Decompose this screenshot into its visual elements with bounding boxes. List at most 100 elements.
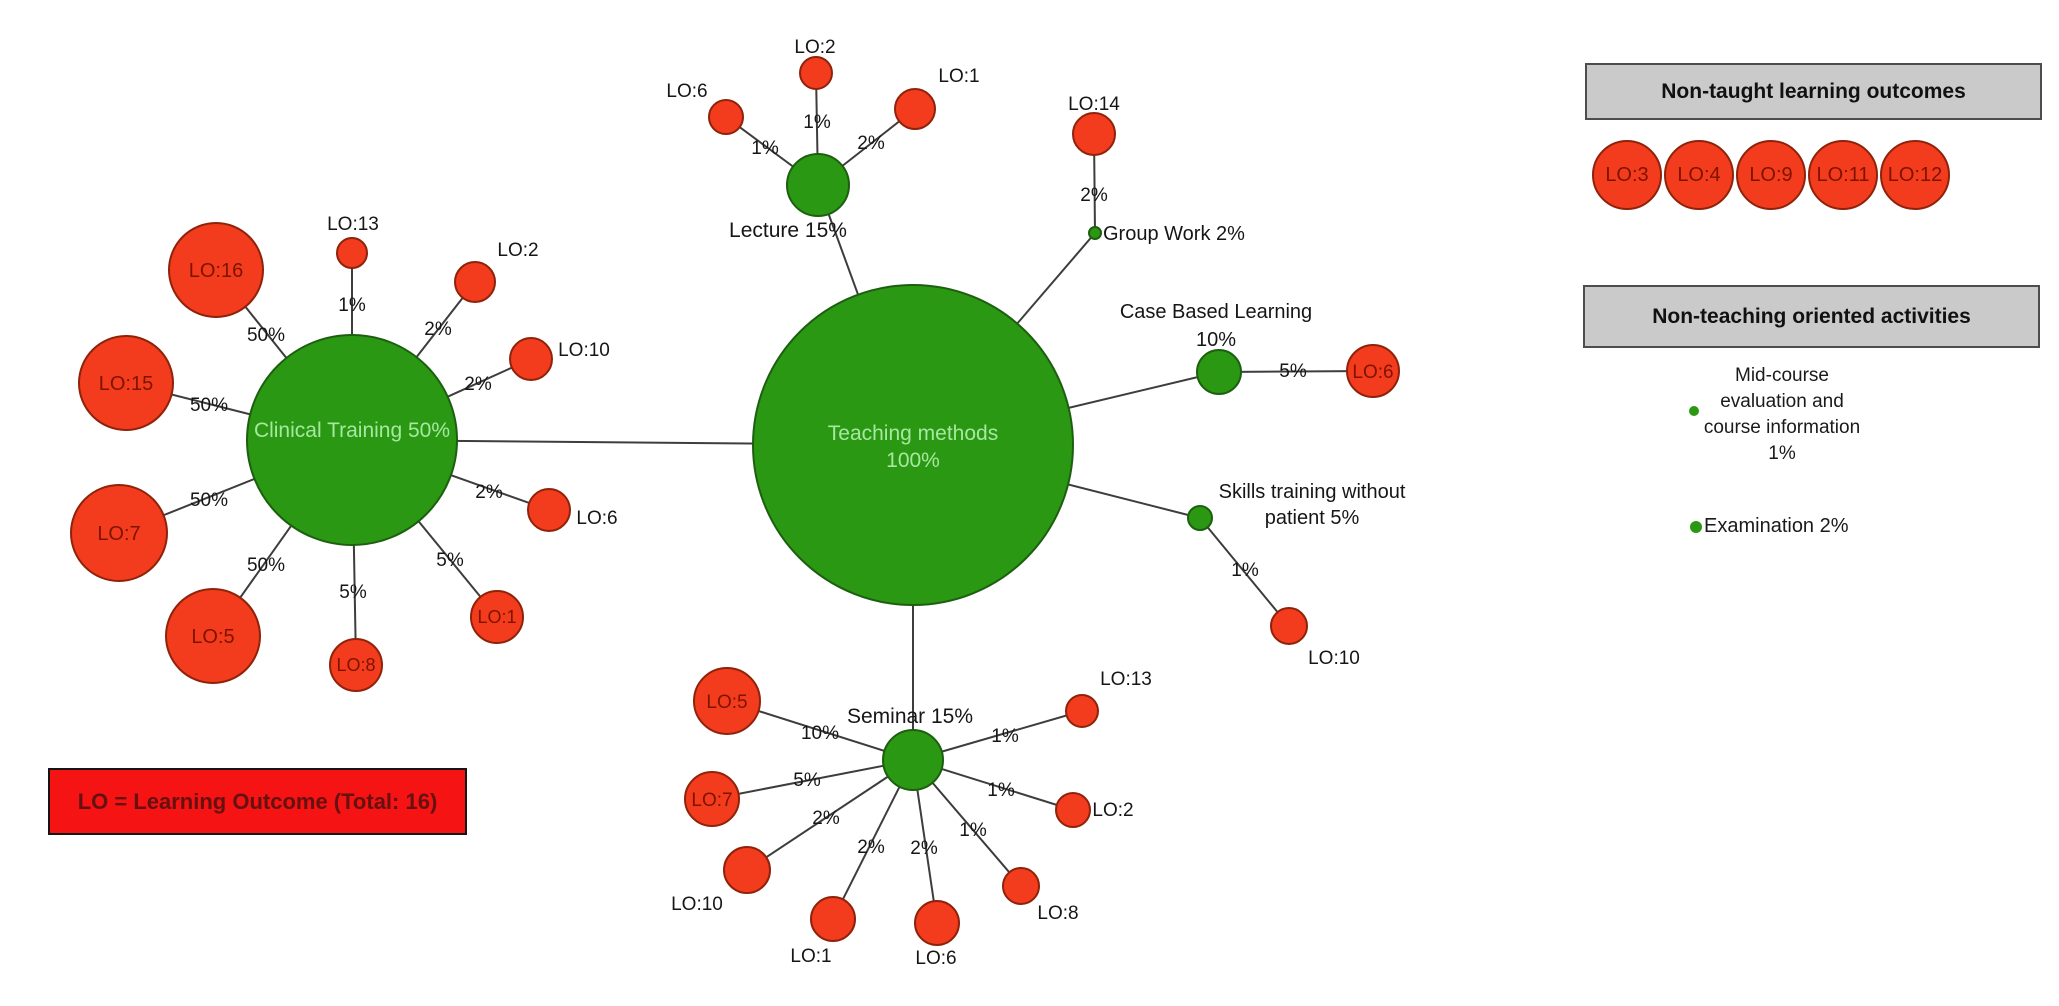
edge-label-seminar-sem-lo1: 2% — [857, 837, 885, 858]
node-gw-lo14-circle — [1072, 112, 1116, 156]
node-sem-lo6-label-line: LO:6 — [915, 948, 956, 969]
edge-label-skills-sk-lo10: 1% — [1231, 560, 1259, 581]
edge-seminar-sem-lo7 — [711, 759, 914, 800]
legend-lo-circle: LO:12 — [1880, 140, 1950, 210]
node-clinical-circle — [246, 334, 458, 546]
node-sem-lo7-circle — [684, 771, 740, 827]
edge-label-seminar-sem-lo7: 5% — [793, 770, 821, 791]
node-sem-lo6-label: LO:6 — [915, 948, 956, 969]
node-sem-lo13-circle — [1065, 694, 1099, 728]
edge-skills-sk-lo10 — [1199, 517, 1290, 627]
node-cl-lo5-circle — [165, 588, 261, 684]
node-cl-lo10-label: LO:10 — [558, 340, 610, 361]
legend-lo-circle: LO:11 — [1808, 140, 1878, 210]
node-cbl-label: Case Based Learning 10% — [1120, 301, 1312, 351]
mid-course-line-3: course information — [1703, 417, 1861, 438]
node-teaching-label-line: Teaching methods — [828, 422, 998, 445]
node-sem-lo10-label-line: LO:10 — [671, 894, 723, 915]
mid-course-line-2: evaluation and — [1720, 391, 1844, 412]
node-lecture-circle — [786, 153, 850, 217]
edge-label-clinical-cl-lo13: 1% — [338, 295, 366, 316]
node-skills-label: Skills training without patient 5% — [1219, 481, 1406, 529]
edge-label-seminar-sem-lo6: 2% — [910, 838, 938, 859]
node-sem-lo1-label-line: LO:1 — [790, 946, 831, 967]
legend-lo-circle: LO:3 — [1592, 140, 1662, 210]
node-cl-lo10-circle — [509, 337, 553, 381]
node-sem-lo1-label: LO:1 — [790, 946, 831, 967]
node-sem-lo5-label: LO:5 — [706, 692, 747, 713]
node-sem-lo2-label: LO:2 — [1092, 800, 1133, 821]
edge-label-clinical-cl-lo7: 50% — [190, 490, 228, 511]
node-seminar-circle — [882, 729, 944, 791]
edge-label-lecture-lec-lo6: 1% — [751, 138, 779, 159]
node-sem-lo7-label: LO:7 — [691, 790, 732, 811]
examination-label: Examination 2% — [1704, 515, 1849, 537]
edge-label-seminar-sem-lo8: 1% — [959, 820, 987, 841]
edge-label-cbl-cbl-lo6: 5% — [1279, 361, 1307, 382]
node-lec-lo6-label-line: LO:6 — [666, 81, 707, 102]
node-lec-lo2-label: LO:2 — [794, 37, 835, 58]
node-cl-lo5-label-line: LO:5 — [191, 626, 234, 648]
node-lec-lo6-label: LO:6 — [666, 81, 707, 102]
node-gw-lo14-label-line: LO:14 — [1068, 94, 1120, 115]
node-sem-lo13-label-line: LO:13 — [1100, 669, 1152, 690]
lo-note-text: LO = Learning Outcome (Total: 16) — [77, 788, 438, 814]
node-cl-lo2-label-line: LO:2 — [497, 240, 538, 261]
node-cl-lo16-label: LO:16 — [189, 260, 243, 282]
node-cl-lo2-label: LO:2 — [497, 240, 538, 261]
node-lec-lo2-circle — [799, 56, 833, 90]
node-cbl-lo6-circle — [1346, 344, 1400, 398]
node-sem-lo1-circle — [810, 896, 856, 942]
node-cl-lo10-label-line: LO:10 — [558, 340, 610, 361]
non-taught-legend-title: Non-taught learning outcomes — [1661, 79, 1966, 103]
node-cl-lo13-label-line: LO:13 — [327, 214, 379, 235]
node-teaching-circle — [752, 284, 1074, 606]
node-cl-lo15-label: LO:15 — [99, 373, 153, 395]
node-skills-label-line: Skills training without — [1219, 481, 1406, 503]
node-sem-lo8-label-line: LO:8 — [1037, 903, 1078, 924]
mid-course-line-1: Mid-course — [1735, 365, 1829, 386]
node-cl-lo7-label-line: LO:7 — [97, 523, 140, 545]
node-seminar-label-line: Seminar 15% — [847, 705, 973, 728]
node-lec-lo6-circle — [708, 99, 744, 135]
node-cl-lo7-circle — [70, 484, 168, 582]
node-sem-lo6-circle — [914, 900, 960, 946]
mid-course-label: Mid-course evaluation and course informa… — [1672, 363, 1892, 467]
node-sem-lo10-label: LO:10 — [671, 894, 723, 915]
node-cl-lo15-circle — [78, 335, 174, 431]
node-sem-lo5-circle — [693, 667, 761, 735]
node-sem-lo2-label-line: LO:2 — [1092, 800, 1133, 821]
node-lecture-label: Lecture 15% — [729, 219, 847, 242]
edge-label-seminar-sem-lo2: 1% — [987, 780, 1015, 801]
mid-course-dot — [1689, 406, 1699, 416]
node-cl-lo16-label-line: LO:16 — [189, 260, 243, 282]
node-sem-lo13-label: LO:13 — [1100, 669, 1152, 690]
node-cbl-label-line: 10% — [1196, 329, 1236, 351]
node-skills-circle — [1187, 505, 1213, 531]
node-cl-lo6-label-line: LO:6 — [576, 508, 617, 529]
node-teaching-label: Teaching methods 100% — [828, 422, 998, 472]
node-cbl-lo6-label-line: LO:6 — [1352, 362, 1393, 383]
node-cl-lo2-circle — [454, 261, 496, 303]
node-clinical-label-line: Clinical Training 50% — [254, 419, 450, 442]
node-cl-lo15-label-line: LO:15 — [99, 373, 153, 395]
edge-label-clinical-cl-lo5: 50% — [247, 555, 285, 576]
node-cbl-lo6-label: LO:6 — [1352, 362, 1393, 383]
non-teaching-legend-box: Non-teaching oriented activities — [1583, 285, 2040, 348]
edge-seminar-sem-lo10 — [746, 759, 914, 871]
node-sem-lo7-label-line: LO:7 — [691, 790, 732, 811]
node-cbl-circle — [1196, 349, 1242, 395]
node-cl-lo8-label: LO:8 — [336, 655, 375, 675]
node-gw-lo14-label: LO:14 — [1068, 94, 1120, 115]
node-cl-lo7-label: LO:7 — [97, 523, 140, 545]
non-taught-circles: LO:3 LO:4 LO:9 LO:11 LO:12 — [1592, 140, 1950, 210]
node-lecture-label-line: Lecture 15% — [729, 219, 847, 242]
node-cl-lo5-label: LO:5 — [191, 626, 234, 648]
node-lec-lo1-label-line: LO:1 — [938, 66, 979, 87]
examination-dot — [1690, 521, 1702, 533]
node-sk-lo10-circle — [1270, 607, 1308, 645]
edge-label-clinical-cl-lo2: 2% — [424, 319, 452, 340]
node-cl-lo16-circle — [168, 222, 264, 318]
